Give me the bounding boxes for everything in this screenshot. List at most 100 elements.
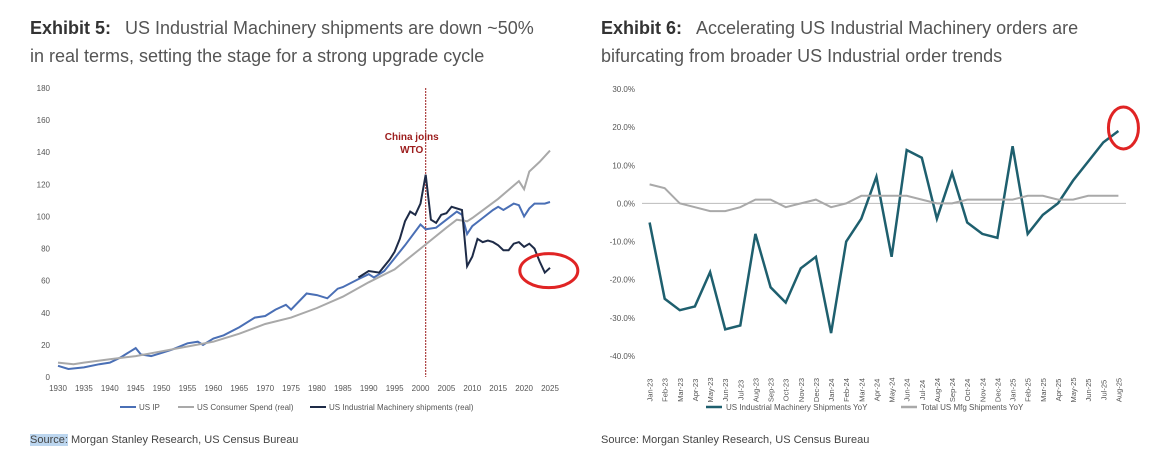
x-tick-label: Sep-23: [767, 378, 776, 402]
x-tick-label: 2000: [412, 384, 430, 393]
exhibit-5-title-line1: US Industrial Machinery shipments are do…: [125, 18, 534, 38]
x-tick-label: Oct-23: [782, 379, 791, 402]
exhibit-5-title-line2: in real terms, setting the stage for a s…: [30, 46, 485, 66]
x-tick-label: Mar-25: [1039, 378, 1048, 402]
x-tick-label: Dec-24: [993, 378, 1002, 402]
x-tick-label: Feb-24: [842, 378, 851, 402]
y-tick-label: 180: [37, 84, 51, 93]
x-tick-label: Jan-24: [827, 379, 836, 402]
x-tick-label: 1965: [230, 384, 248, 393]
x-tick-label: Mar-23: [676, 378, 685, 402]
x-tick-label: 1995: [386, 384, 404, 393]
exhibit-6: Exhibit 6: Accelerating US Industrial Mac…: [601, 14, 1161, 70]
exhibit-5-label: Exhibit 5:: [30, 18, 112, 38]
y-tick-label: 0.0%: [617, 199, 635, 208]
x-tick-label: 1970: [256, 384, 274, 393]
y-tick-label: -10.0%: [610, 238, 635, 247]
y-tick-label: -30.0%: [610, 314, 635, 323]
exhibit-6-label: Exhibit 6:: [601, 18, 683, 38]
y-tick-label: 80: [41, 245, 50, 254]
y-tick-label: 20: [41, 341, 50, 350]
x-tick-label: 2005: [438, 384, 456, 393]
x-tick-label: Feb-25: [1024, 378, 1033, 402]
series-line-1: [649, 183, 1119, 213]
exhibit-6-source: Source: Morgan Stanley Research, US Cens…: [601, 434, 869, 446]
x-tick-label: Sep-24: [948, 378, 957, 402]
x-tick-label: Jan-23: [646, 379, 655, 402]
series-line-2: [357, 174, 551, 279]
x-tick-label: Jul-23: [736, 380, 745, 400]
legend-label-0: US IP: [139, 403, 160, 412]
chart-5: 0 20 40 60 80 100 120 140 160 180 1930 1935 1940 1945…: [37, 84, 580, 412]
x-tick-label: 1935: [75, 384, 93, 393]
y-tick-label: 120: [37, 180, 51, 189]
x-tick-label: Oct-24: [963, 379, 972, 402]
x-tick-label: 1950: [153, 384, 171, 393]
legend-label-1: Total US Mfg Shipments YoY: [921, 403, 1024, 412]
y-tick-label: 0: [46, 373, 51, 382]
exhibit-5-title: Exhibit 5: US Industrial Machinery shipme…: [30, 14, 570, 70]
legend-label-0: US Industrial Machinery Shipments YoY: [726, 403, 868, 412]
x-tick-label: May-23: [706, 377, 715, 402]
x-tick-label: Aug-25: [1114, 378, 1123, 402]
y-tick-label: -40.0%: [610, 352, 635, 361]
exhibit-5: Exhibit 5: US Industrial Machinery shipme…: [30, 14, 570, 70]
x-tick-label: Aug-24: [933, 378, 942, 402]
x-tick-label: Nov-24: [978, 378, 987, 402]
exhibit-5-source: Source: Morgan Stanley Research, US Cens…: [30, 434, 298, 446]
x-tick-label: Apr-24: [872, 379, 881, 402]
x-tick-label: 1990: [360, 384, 378, 393]
exhibit-6-title-line2: bifurcating from broader US Industrial o…: [601, 46, 1003, 66]
x-tick-label: Jul-24: [918, 380, 927, 400]
y-tick-label: -20.0%: [610, 276, 635, 285]
exhibit-5-source-prefix: Source:: [30, 434, 68, 446]
exhibit-5-source-rest: Morgan Stanley Research, US Census Burea…: [67, 434, 299, 446]
x-tick-label: Jun-24: [903, 379, 912, 402]
x-tick-label: May-24: [888, 377, 897, 402]
x-tick-label: 1955: [179, 384, 197, 393]
y-tick-label: 60: [41, 277, 50, 286]
x-tick-label: 1960: [204, 384, 222, 393]
highlight-circle: [518, 252, 580, 290]
y-tick-label: 100: [37, 212, 51, 221]
y-tick-label: 160: [37, 116, 51, 125]
exhibit-6-source-text: Source: Morgan Stanley Research, US Cens…: [601, 434, 870, 446]
y-tick-label: 30.0%: [612, 85, 635, 94]
x-tick-label: 1940: [101, 384, 119, 393]
x-tick-label: Apr-25: [1054, 379, 1063, 402]
x-tick-label: 1975: [282, 384, 300, 393]
x-tick-label: Jul-25: [1099, 380, 1108, 400]
x-tick-label: Jan-25: [1009, 379, 1018, 402]
x-tick-label: 1985: [334, 384, 352, 393]
highlight-circle: [1106, 105, 1140, 151]
x-tick-label: 2020: [515, 384, 533, 393]
series-line-0: [57, 201, 551, 371]
y-tick-label: 40: [41, 309, 50, 318]
x-tick-label: Dec-23: [812, 378, 821, 402]
x-tick-label: 2015: [489, 384, 507, 393]
wto-annotation-line1: China joins: [385, 132, 439, 143]
x-tick-label: Jun-23: [721, 379, 730, 402]
x-tick-label: Mar-24: [857, 378, 866, 402]
y-tick-label: 140: [37, 148, 51, 157]
x-tick-label: Nov-23: [797, 378, 806, 402]
y-tick-label: 10.0%: [612, 161, 635, 170]
wto-annotation-line2: WTO: [400, 145, 423, 156]
x-tick-label: 1945: [127, 384, 145, 393]
x-tick-label: 2025: [541, 384, 559, 393]
exhibit-6-title: Exhibit 6: Accelerating US Industrial Mac…: [601, 14, 1161, 70]
series-line-0: [648, 130, 1120, 334]
legend-label-1: US Consumer Spend (real): [197, 403, 294, 412]
series-line-1: [57, 149, 551, 366]
chart-6: -40.0% -30.0% -20.0% -10.0% 0.0% 10.0% 20.0% 30…: [610, 85, 1140, 412]
x-tick-label: May-25: [1069, 377, 1078, 402]
x-tick-label: Aug-23: [751, 378, 760, 402]
x-tick-label: 1980: [308, 384, 326, 393]
exhibit-6-title-line1: Accelerating US Industrial Machinery ord…: [696, 18, 1079, 38]
x-tick-label: Apr-23: [691, 379, 700, 402]
x-tick-label: 1930: [49, 384, 67, 393]
legend-label-2: US Industrial Machinery shipments (real): [329, 403, 474, 412]
x-tick-label: Jun-25: [1084, 379, 1093, 402]
x-tick-label: Feb-23: [661, 378, 670, 402]
y-tick-label: 20.0%: [612, 123, 635, 132]
